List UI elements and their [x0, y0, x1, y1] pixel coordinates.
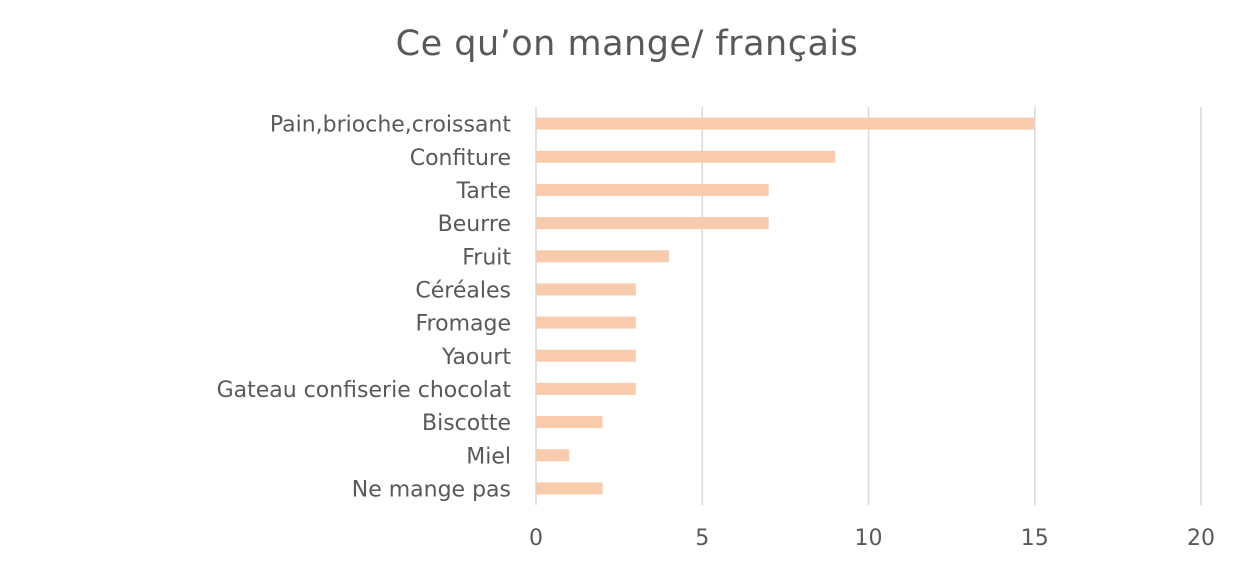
category-label: Beurre: [438, 212, 511, 237]
bar: [536, 250, 669, 263]
category-label: Gateau confiserie chocolat: [217, 378, 512, 403]
x-tick-label: 15: [1021, 526, 1049, 551]
bar: [536, 117, 1035, 130]
bar: [536, 217, 769, 230]
category-label: Biscotte: [422, 411, 511, 436]
bar: [536, 283, 636, 296]
category-label: Ne mange pas: [352, 477, 511, 502]
x-tick-label: 10: [855, 526, 883, 551]
category-label: Miel: [466, 444, 511, 469]
category-label: Confiture: [410, 146, 511, 171]
bar: [536, 349, 636, 362]
category-label: Fruit: [462, 245, 511, 270]
category-label: Pain,brioche,croissant: [270, 113, 512, 138]
x-tick-label: 20: [1187, 526, 1215, 551]
category-label: Fromage: [416, 312, 512, 337]
category-label: Yaourt: [441, 345, 511, 370]
category-label: Céréales: [415, 278, 511, 303]
category-labels: Pain,brioche,croissant Confiture Tarte Beur…: [217, 113, 512, 503]
bar: [536, 150, 836, 163]
bar: [536, 449, 570, 462]
category-label: Tarte: [456, 179, 511, 204]
chart-title: Ce qu’on mange/ français: [395, 24, 859, 64]
gridlines: [535, 107, 1202, 505]
bars: [536, 117, 1035, 495]
bar: [536, 316, 636, 329]
bar: [536, 416, 603, 429]
bar: [536, 382, 636, 395]
x-axis-tick-labels: 0 5 10 15 20: [529, 526, 1215, 551]
x-tick-label: 0: [529, 526, 543, 551]
bar: [536, 482, 603, 495]
bar: [536, 183, 769, 196]
x-tick-label: 5: [695, 526, 709, 551]
